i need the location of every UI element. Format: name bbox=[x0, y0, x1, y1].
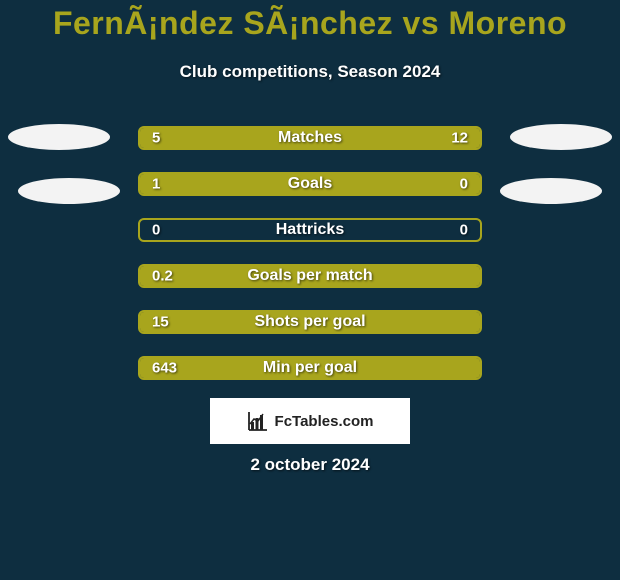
stat-row: 0.2Goals per match bbox=[138, 264, 482, 288]
fctables-logo[interactable]: FcTables.com bbox=[210, 398, 410, 444]
stat-row: 00Hattricks bbox=[138, 218, 482, 242]
stat-row: 643Min per goal bbox=[138, 356, 482, 380]
stat-row: 10Goals bbox=[138, 172, 482, 196]
page-subtitle: Club competitions, Season 2024 bbox=[0, 62, 620, 82]
stat-label: Matches bbox=[140, 129, 480, 147]
stat-label: Hattricks bbox=[140, 221, 480, 239]
page-title: FernÃ¡ndez SÃ¡nchez vs Moreno bbox=[0, 5, 620, 42]
chart-icon bbox=[247, 410, 269, 432]
stat-label: Goals per match bbox=[140, 267, 480, 285]
stat-label: Goals bbox=[140, 175, 480, 193]
player-right-avatar-bottom bbox=[500, 178, 602, 204]
stat-label: Shots per goal bbox=[140, 313, 480, 331]
fctables-logo-text: FcTables.com bbox=[275, 413, 374, 430]
player-left-avatar-bottom bbox=[18, 178, 120, 204]
player-left-avatar-top bbox=[8, 124, 110, 150]
stat-label: Min per goal bbox=[140, 359, 480, 377]
snapshot-date: 2 october 2024 bbox=[0, 455, 620, 475]
player-right-avatar-top bbox=[510, 124, 612, 150]
stat-row: 512Matches bbox=[138, 126, 482, 150]
stats-canvas: FernÃ¡ndez SÃ¡nchez vs Moreno Club compe… bbox=[0, 0, 620, 580]
stat-row: 15Shots per goal bbox=[138, 310, 482, 334]
stat-bars: 512Matches 10Goals 00Hattricks 0.2Goals per… bbox=[138, 126, 482, 380]
